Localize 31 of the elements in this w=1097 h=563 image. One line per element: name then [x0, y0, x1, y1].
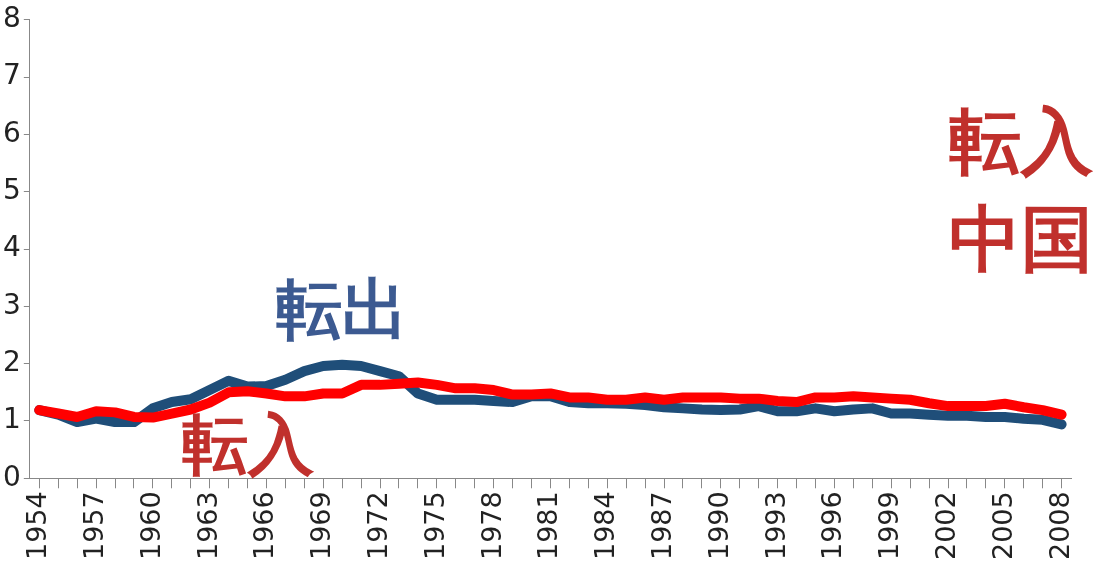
x-tick-label: 1981	[532, 491, 564, 561]
y-tick-label: 0	[2, 459, 21, 493]
x-tick-label: 1963	[191, 491, 223, 561]
x-tick-label: 1987	[646, 491, 678, 561]
x-tick-label: 1999	[873, 491, 905, 561]
x-tick-label: 1960	[134, 491, 166, 561]
x-tick-label: 2008	[1043, 491, 1075, 561]
series-label: 転入	[181, 405, 315, 483]
y-tick-label: 3	[2, 287, 21, 321]
x-tick-label: 1984	[589, 491, 621, 561]
y-tick-label: 6	[2, 115, 21, 149]
y-tick-label: 2	[2, 344, 21, 378]
x-tick-label: 1972	[362, 491, 394, 561]
x-tick-label: 1990	[702, 491, 734, 561]
x-tick-label: 1996	[816, 491, 848, 561]
x-tick-label: 1954	[21, 491, 53, 561]
x-tick-label: 1978	[475, 491, 507, 561]
x-tick-label: 1975	[418, 491, 450, 561]
text: 転入中国	[948, 98, 1093, 283]
y-tick-label: 1	[2, 402, 21, 436]
y-tick-label: 7	[2, 58, 21, 92]
x-tick-label: 1969	[305, 491, 337, 561]
x-tick-label: 1957	[78, 491, 110, 561]
x-tick-label: 2002	[930, 491, 962, 561]
y-tick-label: 8	[2, 1, 21, 35]
y-tick-label: 4	[2, 230, 21, 264]
x-tick-label: 1993	[759, 491, 791, 561]
x-tick-label: 2005	[986, 491, 1018, 561]
y-tick-label: 5	[2, 173, 21, 207]
x-tick-label: 1966	[248, 491, 280, 561]
series-label: 転出	[276, 271, 409, 349]
